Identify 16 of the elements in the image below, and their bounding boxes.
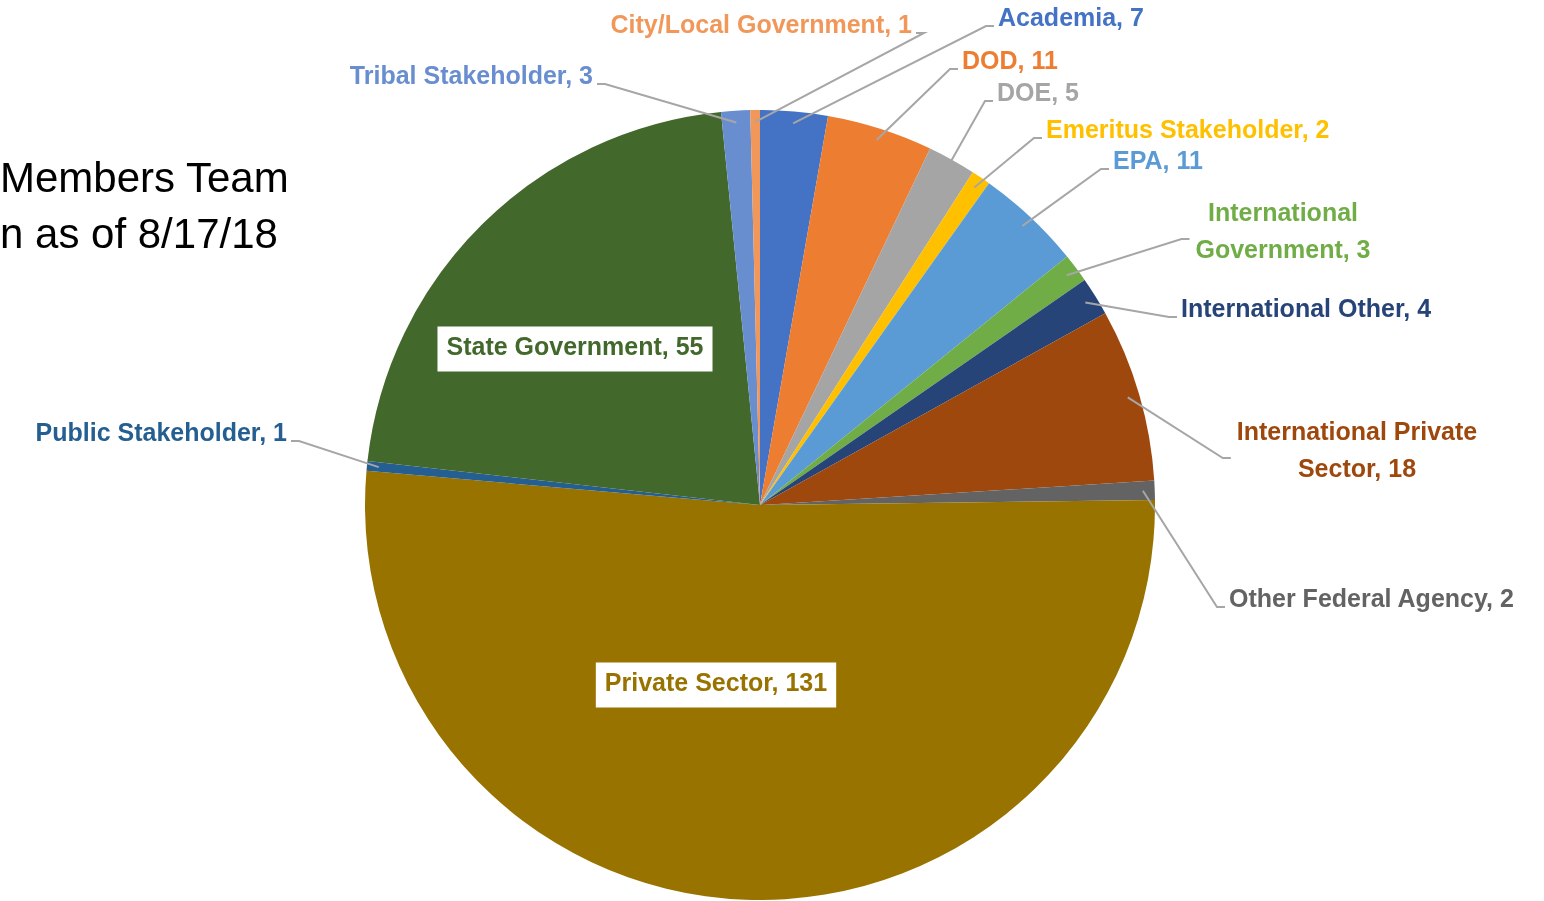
slice-label: Emeritus Stakeholder, 2	[1046, 115, 1330, 144]
slice-label: International Government, 3	[1195, 197, 1371, 263]
slice-label: International Other, 4	[1181, 294, 1432, 323]
slice-label: Academia, 7	[998, 3, 1144, 32]
slice-label: Tribal Stakeholder, 3	[349, 61, 593, 90]
text: Members Team	[0, 153, 289, 203]
slice-label: Public Stakeholder, 1	[35, 418, 288, 447]
slice-label: International Private Sector, 18	[1236, 416, 1478, 482]
slice-label: DOD, 11	[962, 46, 1058, 75]
text: n as of 8/17/18	[0, 209, 279, 259]
slice-label: Other Federal Agency, 2	[1229, 584, 1514, 613]
slice-label: State Government, 55	[446, 332, 704, 361]
slice-label: DOE, 5	[997, 78, 1080, 107]
slice-label: City/Local Government, 1	[610, 10, 913, 39]
slice-label: EPA, 11	[1113, 146, 1203, 175]
slice-label: Private Sector, 131	[604, 668, 828, 697]
